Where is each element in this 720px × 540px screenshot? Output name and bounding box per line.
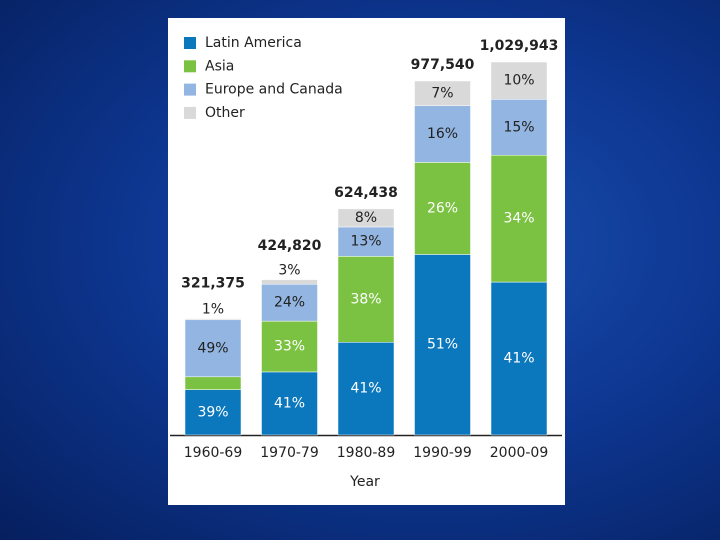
x-tick-label: 1970-79 — [260, 445, 319, 461]
bar-segment — [490, 61, 548, 100]
data-label: 51% — [427, 337, 458, 353]
bar-segment — [261, 283, 318, 322]
bar-segment — [414, 105, 471, 163]
data-label: 41% — [503, 351, 534, 367]
bar-segment — [490, 281, 548, 436]
x-tick-label: 1960-69 — [184, 445, 243, 461]
legend-swatch — [184, 106, 196, 119]
data-label: 1% — [202, 302, 224, 318]
legend-swatch — [184, 83, 196, 96]
data-label: 33% — [274, 339, 305, 355]
data-label: 15% — [503, 119, 534, 135]
legend-label: Asia — [205, 58, 234, 74]
legend-label: Latin America — [205, 35, 302, 51]
bar-segment — [414, 80, 471, 107]
bar-segment — [184, 376, 242, 390]
data-label: 39% — [197, 404, 228, 420]
x-axis-label: Year — [349, 474, 380, 490]
data-label: 7% — [431, 85, 453, 101]
bar-segment — [337, 208, 395, 228]
data-label: 34% — [503, 211, 534, 227]
bar-segment — [414, 162, 471, 255]
legend-label: Other — [205, 105, 245, 121]
x-tick-label: 1990-99 — [413, 445, 472, 461]
data-label: 26% — [427, 200, 458, 216]
bar-segment — [184, 318, 242, 321]
bar-segment — [184, 319, 242, 378]
total-label: 624,438 — [334, 185, 398, 201]
total-label: 1,029,943 — [480, 38, 559, 54]
bar-segment — [261, 320, 318, 373]
bar-segment — [414, 254, 471, 436]
data-label: 24% — [274, 295, 305, 311]
data-label: 41% — [350, 381, 381, 397]
bar-segment — [490, 99, 548, 156]
total-label: 424,820 — [258, 238, 322, 254]
data-label: 41% — [274, 395, 305, 411]
bar-segment — [337, 342, 395, 436]
bar-segment — [490, 155, 548, 283]
data-label: 10% — [503, 73, 534, 89]
bar-segment — [337, 256, 395, 343]
data-label: 16% — [427, 126, 458, 142]
legend-label: Europe and Canada — [205, 82, 343, 98]
bar-segment — [337, 226, 395, 257]
total-label: 977,540 — [411, 57, 475, 73]
data-label: 38% — [350, 291, 381, 307]
bar-segment — [184, 389, 242, 436]
x-tick-label: 1980-89 — [337, 445, 396, 461]
data-label: 49% — [197, 340, 228, 356]
bar-segment — [261, 371, 318, 436]
data-label: 8% — [355, 210, 377, 226]
total-label: 321,375 — [181, 276, 245, 292]
bar-segment — [261, 279, 318, 285]
data-label: 13% — [350, 234, 381, 250]
x-tick-label: 2000-09 — [490, 445, 549, 461]
data-label: 3% — [278, 263, 300, 279]
legend-swatch — [184, 37, 196, 49]
legend-swatch — [184, 60, 196, 73]
